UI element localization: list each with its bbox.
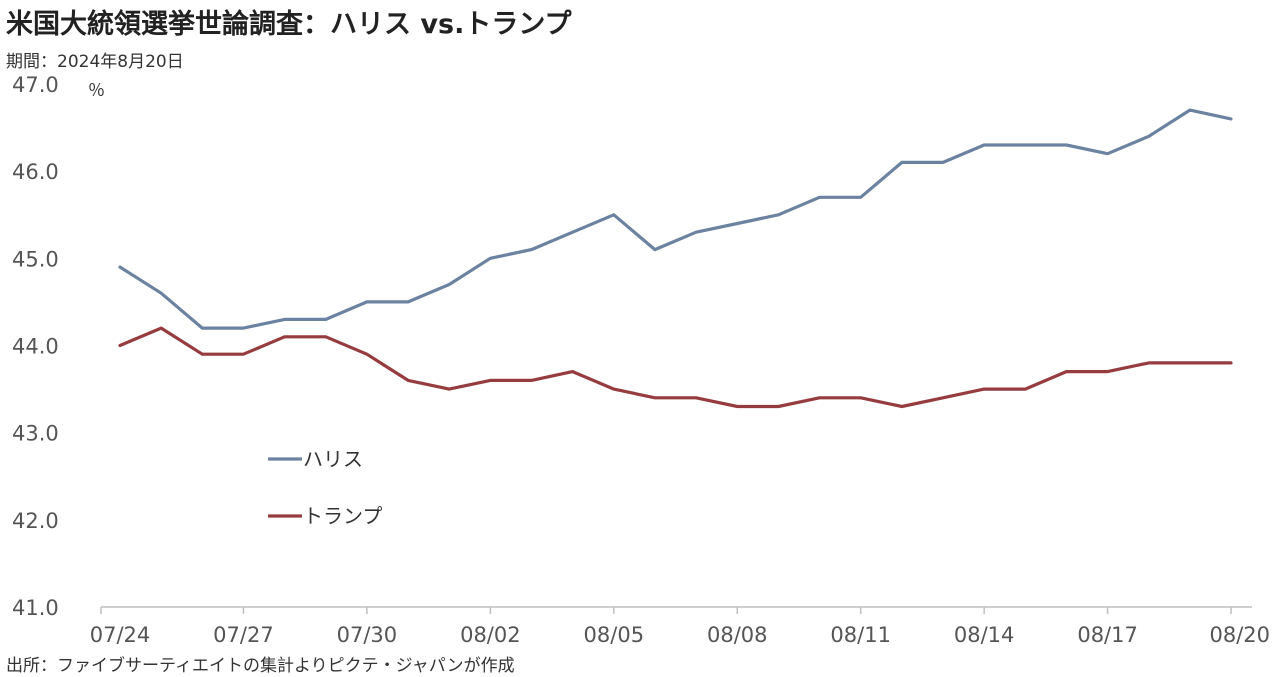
chart-title: 米国大統領選挙世論調査：ハリス vs.トランプ [6, 9, 572, 40]
x-tick-label: 08/14 [954, 623, 1015, 647]
y-tick-label: 45.0 [12, 247, 59, 271]
trump-line [118, 326, 1233, 409]
chart-axes [100, 606, 1252, 614]
y-tick-label: 47.0 [12, 73, 59, 97]
x-tick-label: 07/27 [213, 623, 274, 647]
y-tick-label: 41.0 [12, 596, 59, 620]
source-note: 出所：ファイブサーティエイトの集計よりピクテ・ジャパンが作成 [6, 656, 515, 676]
legend-label: トランプ [303, 504, 382, 528]
y-axis-unit: ％ [88, 81, 105, 101]
chart-lines [118, 108, 1233, 409]
x-tick-label: 07/24 [90, 623, 151, 647]
y-tick-label: 42.0 [12, 509, 59, 533]
x-tick-label: 08/20 [1209, 623, 1270, 647]
x-tick-label: 08/08 [707, 623, 768, 647]
x-tick-label: 08/05 [584, 623, 645, 647]
chart-ticks: 41.0 42.0 43.0 44.0 45.0 46.0 47.0 07/24 07/27 07… [12, 73, 1270, 647]
y-tick-label: 46.0 [12, 160, 59, 184]
x-tick-label: 08/17 [1077, 623, 1138, 647]
x-tick-label: 08/02 [460, 623, 521, 647]
x-tick-label: 08/11 [830, 623, 891, 647]
chart-period: 期間：2024年8月20日 [6, 52, 184, 72]
y-tick-label: 44.0 [12, 335, 59, 359]
legend-item-trump: トランプ [268, 504, 382, 528]
legend-label: ハリス [303, 447, 363, 471]
legend-item-harris: ハリス [268, 447, 363, 471]
harris-line [118, 108, 1233, 330]
y-tick-label: 43.0 [12, 422, 59, 446]
x-tick-label: 07/30 [337, 623, 398, 647]
